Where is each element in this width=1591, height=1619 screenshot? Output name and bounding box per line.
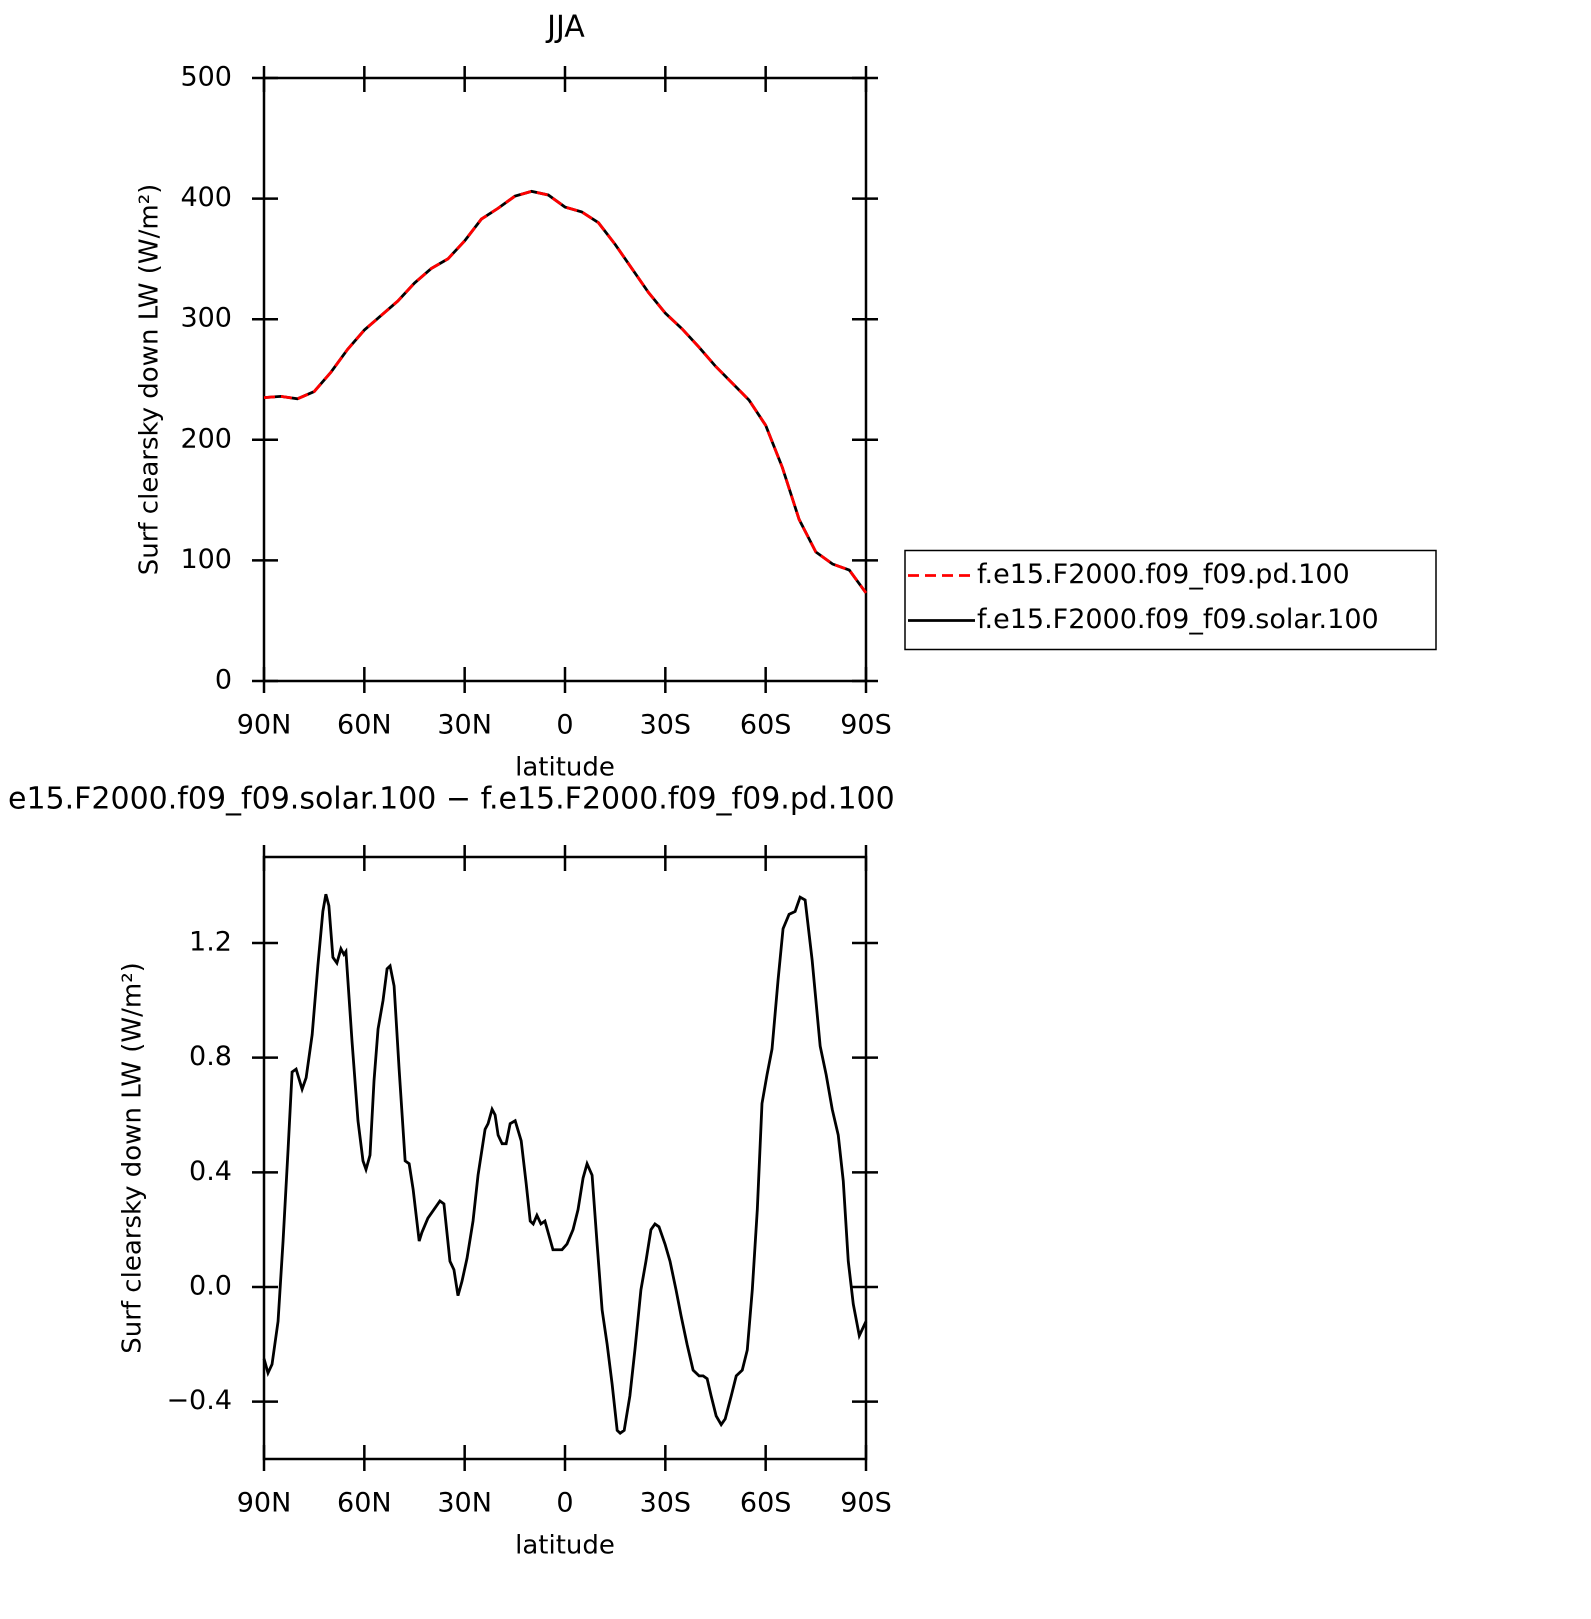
plot-frame bbox=[262, 76, 868, 683]
x-tick-label: 60N bbox=[337, 1488, 392, 1519]
x-tick-label: 30N bbox=[437, 1488, 492, 1519]
x-axis-label: latitude bbox=[515, 1531, 615, 1561]
chart-title: JJA bbox=[545, 10, 585, 45]
x-tick-label: 0 bbox=[556, 1488, 573, 1519]
x-tick-label: 90N bbox=[237, 1488, 292, 1519]
y-tick-label: 1.2 bbox=[189, 927, 232, 958]
x-tick-label: 60S bbox=[740, 710, 792, 741]
x-tick-label: 60S bbox=[740, 1488, 792, 1519]
x-tick-label: 90N bbox=[237, 710, 292, 741]
y-tick-label: −0.4 bbox=[166, 1385, 232, 1416]
y-tick-label: 0.8 bbox=[189, 1041, 232, 1072]
x-axis-label: latitude bbox=[515, 753, 615, 783]
x-tick-label: 30S bbox=[640, 710, 692, 741]
y-tick-label: 500 bbox=[180, 62, 232, 93]
data-line bbox=[263, 189, 868, 594]
y-tick-label: 400 bbox=[180, 182, 232, 213]
y-tick-label: 0.4 bbox=[189, 1156, 232, 1187]
y-tick-label: 200 bbox=[180, 423, 232, 454]
y-tick-label: 100 bbox=[180, 544, 232, 575]
data-line bbox=[263, 189, 868, 594]
x-tick-label: 30N bbox=[437, 710, 492, 741]
y-axis-label: Surf clearsky down LW (W/m²) bbox=[118, 962, 148, 1354]
x-tick-label: 60N bbox=[337, 710, 392, 741]
plot-frame bbox=[262, 855, 868, 1461]
legend-label: f.e15.F2000.f09_f09.solar.100 bbox=[977, 604, 1379, 635]
data-line bbox=[262, 893, 868, 1436]
x-tick-label: 90S bbox=[840, 710, 892, 741]
x-tick-label: 0 bbox=[556, 710, 573, 741]
chart-title: e15.F2000.f09_f09.solar.100 − f.e15.F200… bbox=[8, 782, 895, 817]
y-tick-label: 0.0 bbox=[189, 1271, 232, 1302]
legend-label: f.e15.F2000.f09_f09.pd.100 bbox=[977, 559, 1350, 590]
x-tick-label: 90S bbox=[840, 1488, 892, 1519]
y-axis-label: Surf clearsky down LW (W/m²) bbox=[135, 184, 165, 576]
x-tick-label: 30S bbox=[640, 1488, 692, 1519]
y-tick-label: 0 bbox=[215, 665, 232, 696]
y-tick-label: 300 bbox=[180, 303, 232, 334]
legend-box bbox=[904, 549, 1437, 651]
